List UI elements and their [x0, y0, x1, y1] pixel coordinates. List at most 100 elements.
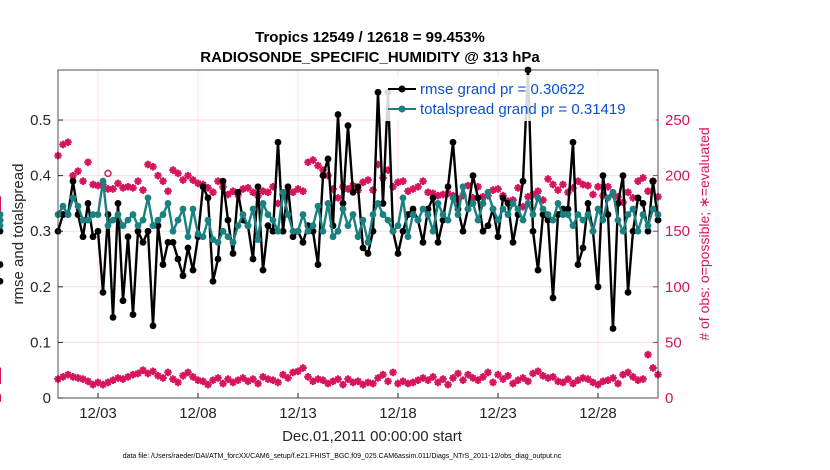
- totalspread-point: [369, 211, 377, 218]
- totalspread-point: [454, 211, 462, 218]
- obs-evaluated-marker: [514, 184, 522, 192]
- totalspread-point: [134, 222, 142, 230]
- totalspread-point: [399, 194, 407, 202]
- obs-evaluated-marker: [334, 375, 342, 383]
- rmse-point: [534, 266, 542, 274]
- rmse-point: [284, 183, 292, 191]
- obs-evaluated-marker: [304, 373, 312, 381]
- obs-evaluated-marker: [369, 379, 377, 388]
- totalspread-point: [289, 227, 297, 235]
- rmse-point: [604, 211, 612, 218]
- totalspread-point: [204, 216, 212, 224]
- rmse-point: [349, 188, 357, 196]
- totalspread-point: [224, 233, 232, 241]
- legend-totalspread-marker: [398, 105, 406, 113]
- totalspread-point: [214, 238, 222, 246]
- obs-evaluated-marker: [364, 176, 372, 184]
- rmse-point: [289, 233, 297, 241]
- rmse-point: [269, 227, 277, 235]
- totalspread-point: [509, 200, 517, 207]
- rmse-point: [584, 200, 592, 207]
- totalspread-point: [534, 194, 542, 202]
- y-tick-label: 0.4: [30, 168, 51, 185]
- rmse-point: [249, 255, 257, 263]
- rmse-point: [94, 227, 102, 235]
- obs-evaluated-marker: [594, 380, 602, 389]
- obs-evaluated-marker: [474, 376, 482, 385]
- y-right-tick-label: 200: [665, 168, 690, 185]
- obs-evaluated-marker: [184, 368, 192, 377]
- legend-box: [384, 75, 656, 121]
- obs-evaluated-marker: [614, 379, 622, 388]
- rmse-point: [324, 155, 332, 163]
- obs-evaluated-marker: [214, 374, 222, 382]
- totalspread-point: [59, 202, 67, 210]
- obs-evaluated-marker: [129, 184, 137, 192]
- totalspread-point: [64, 211, 72, 218]
- totalspread-point: [269, 216, 277, 224]
- obs-evaluated-marker: [314, 161, 322, 170]
- y-axis-label: rmse and totalspread: [10, 164, 27, 305]
- obs-evaluated-marker: [379, 370, 387, 379]
- obs-evaluated-marker: [209, 188, 217, 197]
- totalspread-point: [234, 222, 242, 230]
- totalspread-point: [629, 205, 637, 213]
- rmse-point: [159, 261, 167, 268]
- obs-evaluated-marker: [454, 369, 462, 378]
- obs-evaluated-marker: [174, 169, 182, 178]
- rmse-point: [374, 88, 382, 96]
- obs-possible-marker: [104, 169, 112, 178]
- obs-evaluated-marker: [239, 374, 247, 382]
- obs-evaluated-marker: [354, 377, 362, 386]
- rmse-point: [124, 233, 132, 241]
- obs-evaluated-marker: [399, 177, 407, 185]
- totalspread-point: [119, 222, 127, 230]
- obs-evaluated-marker: [489, 378, 497, 387]
- y-right-tick-label: 0: [665, 390, 673, 407]
- rmse-point: [549, 294, 557, 302]
- obs-evaluated-marker: [629, 373, 637, 381]
- totalspread-point: [519, 216, 527, 224]
- rmse-point: [429, 194, 437, 202]
- obs-evaluated-marker: [419, 177, 427, 185]
- obs-evaluated-marker: [544, 175, 552, 183]
- obs-evaluated-marker: [519, 374, 527, 382]
- totalspread-point: [199, 233, 207, 241]
- obs-evaluated-marker: [624, 368, 632, 377]
- totalspread-point: [274, 227, 282, 235]
- obs-evaluated-marker: [189, 176, 197, 184]
- totalspread-point: [574, 211, 582, 218]
- obs-evaluated-marker: [164, 187, 172, 195]
- rmse-point: [254, 183, 262, 191]
- rmse-point: [314, 261, 322, 268]
- obs-evaluated-marker: [449, 374, 457, 382]
- obs-evaluated-marker: [284, 374, 292, 382]
- totalspread-point: [74, 202, 82, 210]
- rmse-point: [0, 227, 4, 235]
- rmse-point: [569, 138, 577, 146]
- totalspread-point: [304, 227, 312, 235]
- obs-evaluated-marker: [344, 375, 352, 383]
- totalspread-point: [279, 188, 287, 196]
- rmse-point: [539, 211, 547, 218]
- totalspread-point: [294, 227, 302, 235]
- totalspread-point: [464, 205, 472, 213]
- rmse-point: [199, 183, 207, 191]
- rmse-point: [394, 250, 402, 257]
- obs-evaluated-marker: [204, 380, 212, 389]
- obs-evaluated-marker: [634, 177, 642, 185]
- totalspread-point: [544, 211, 552, 218]
- obs-evaluated-marker: [639, 174, 647, 182]
- rmse-point: [119, 297, 127, 305]
- rmse-point: [169, 238, 177, 246]
- rmse-point: [99, 288, 107, 296]
- legend-rmse-label: rmse grand pr = 0.30622: [420, 81, 585, 98]
- obs-evaluated-marker: [414, 182, 422, 191]
- obs-evaluated-marker: [289, 188, 297, 197]
- obs-evaluated-marker: [444, 380, 452, 389]
- rmse-point: [219, 177, 227, 185]
- rmse-point: [79, 233, 87, 241]
- totalspread-point: [164, 200, 172, 207]
- obs-evaluated-marker: [169, 166, 177, 174]
- totalspread-point: [94, 211, 102, 218]
